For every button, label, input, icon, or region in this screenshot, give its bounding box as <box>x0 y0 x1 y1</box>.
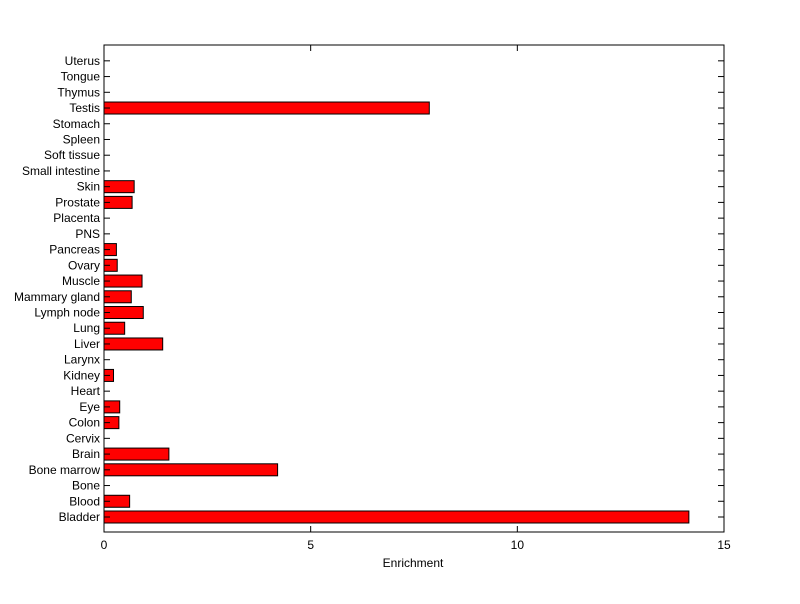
y-tick-label: Soft tissue <box>44 148 100 162</box>
x-tick-label: 0 <box>101 538 108 552</box>
bar-bladder <box>103 510 690 524</box>
y-tick-label: Ovary <box>68 258 100 272</box>
y-tick-label: Muscle <box>62 274 100 288</box>
x-axis-label: Enrichment <box>383 556 444 570</box>
y-tick-label: Liver <box>74 337 100 351</box>
y-tick-label: Bladder <box>59 510 100 524</box>
y-tick-label: Stomach <box>53 117 100 131</box>
x-tick-labels: 0 5 10 15 <box>101 538 731 552</box>
y-tick-label: Placenta <box>53 211 100 225</box>
plot-area-frame <box>103 44 725 533</box>
y-tick-label: Lymph node <box>34 306 100 320</box>
y-tick-label: Blood <box>69 494 100 508</box>
y-tick-label: Pancreas <box>49 243 100 257</box>
y-tick-label: Bone <box>72 479 100 493</box>
y-tick-label: Bone marrow <box>29 463 101 477</box>
bar-brain <box>103 447 170 461</box>
y-tick-label: Tongue <box>61 70 101 84</box>
x-tick-label: 15 <box>717 538 731 552</box>
y-tick-label: Uterus <box>65 54 100 68</box>
y-tick-label: Skin <box>77 180 100 194</box>
y-tick-label: Cervix <box>66 431 100 445</box>
x-tick-label: 10 <box>511 538 525 552</box>
y-tick-label: Colon <box>69 416 100 430</box>
bar-bone-marrow <box>103 463 279 477</box>
bar-liver <box>103 337 164 351</box>
y-tick-label: Lung <box>73 321 100 335</box>
y-tick-label: Kidney <box>63 368 100 382</box>
bars-layer <box>103 101 690 524</box>
y-tick-label: Brain <box>72 447 100 461</box>
y-tick-label: PNS <box>75 227 100 241</box>
y-tick-label: Small intestine <box>22 164 100 178</box>
x-tick-label: 5 <box>307 538 314 552</box>
y-tick-label: Eye <box>79 400 100 414</box>
y-tick-label: Testis <box>69 101 100 115</box>
y-tick-label: Thymus <box>57 85 100 99</box>
y-tick-label: Mammary gland <box>14 290 100 304</box>
y-tick-label: Prostate <box>55 195 100 209</box>
y-tick-label: Heart <box>71 384 101 398</box>
y-tick-label: Spleen <box>63 132 100 146</box>
y-tick-label: Larynx <box>64 353 100 367</box>
bar-testis <box>103 101 430 115</box>
